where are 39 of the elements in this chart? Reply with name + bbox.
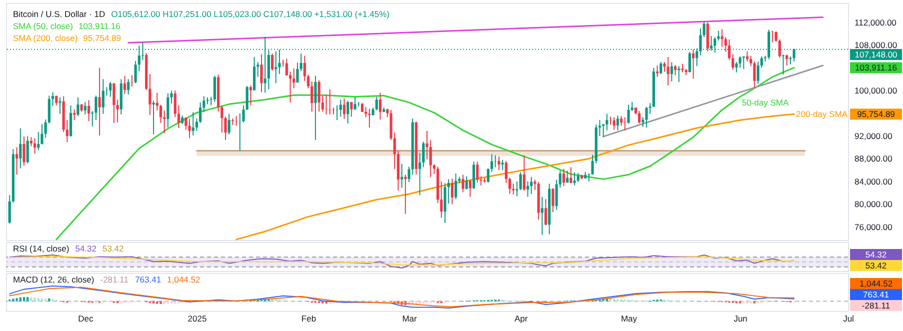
chart-title: RSI (14, close) <box>13 244 70 254</box>
x-tick-label: 2025 <box>188 314 207 324</box>
text: 54.32 <box>75 244 97 254</box>
text: 763.41 <box>863 290 889 300</box>
text: 763.41 <box>135 274 162 284</box>
x-tick-label: Feb <box>301 314 316 324</box>
annotation: O105,612.00 H107,251.00 L105,023.00 C107,148.00 +1,531.00 (+1.45%) <box>111 9 390 19</box>
x-tick-label: Mar <box>402 314 417 324</box>
y-tick-label: 112,000.00 <box>854 17 897 28</box>
text: 54.32 <box>865 250 887 260</box>
text: -281.11 <box>100 274 129 284</box>
text: SMA (50, close) <box>13 21 74 31</box>
y-tick-label: 80,000.00 <box>854 199 893 210</box>
y-tick-label: 88,000.00 <box>854 154 893 164</box>
x-tick-label: Jun <box>734 314 748 324</box>
x-tick-label: Apr <box>514 314 528 324</box>
text: 53.42 <box>102 244 124 254</box>
y-tick-label: 92,000.00 <box>854 130 893 141</box>
y-tick-label: 100,000.00 <box>854 85 898 96</box>
x-tick-label: Jul <box>843 314 854 324</box>
text: 1,044.52 <box>859 278 893 288</box>
annotation: 200-day SMA <box>796 109 848 120</box>
text: 53.42 <box>865 260 887 270</box>
x-tick-label: May <box>620 314 638 324</box>
annotation: 95,754.89 <box>83 33 122 43</box>
x-tick-label: Dec <box>78 314 94 324</box>
text: 95,754.89 <box>857 109 895 120</box>
annotation: 103,911.16 <box>78 21 121 31</box>
y-tick-label: 84,000.00 <box>854 176 893 186</box>
text: 1,044.52 <box>167 274 200 284</box>
text: SMA (200, close) <box>13 33 78 43</box>
text: 103,911.16 <box>855 62 897 73</box>
y-tick-label: 76,000.00 <box>854 222 893 232</box>
annotation: 50-day SMA <box>742 97 789 108</box>
y-tick-label: 108,000.00 <box>854 40 898 50</box>
chart-title: MACD (12, 26, close) <box>13 274 94 284</box>
text: -281.11 <box>862 300 890 310</box>
text: Bitcoin / U.S. Dollar · 1D <box>13 9 106 19</box>
ref-line-label: 107,148.00 <box>854 49 898 60</box>
